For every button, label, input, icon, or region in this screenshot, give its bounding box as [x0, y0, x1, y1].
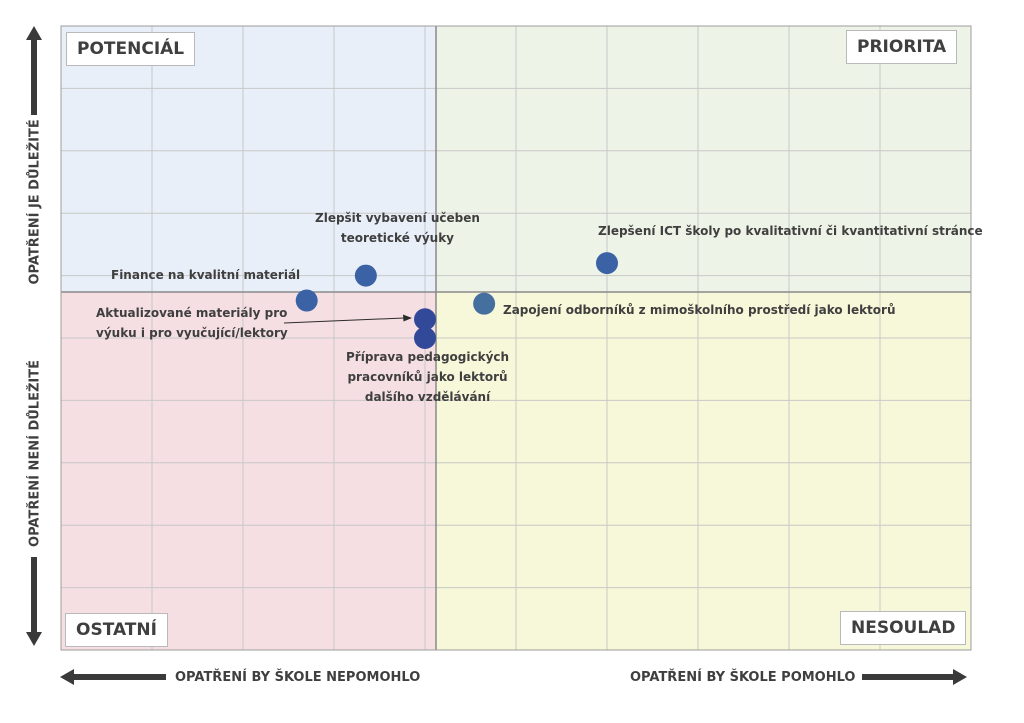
quadrant-label-nesoulad: NESOULAD	[840, 611, 967, 645]
point-label-line: Zlepšení ICT školy po kvalitativní či kv…	[598, 224, 983, 238]
point-label-line: Příprava pedagogických	[346, 350, 510, 364]
point-label-finance: Finance na kvalitní materiál	[111, 265, 300, 285]
x-axis-high-label: OPATŘENÍ BY ŠKOLE POMOHLO	[630, 670, 856, 685]
x-axis-low-label: OPATŘENÍ BY ŠKOLE NEPOMOHLO	[175, 670, 421, 685]
point-label-line: dalšího vzdělávání	[364, 390, 491, 404]
y-axis-low-label: OPATŘENÍ NENÍ DŮLEŽITÉ	[27, 360, 43, 547]
plot-frame	[60, 25, 972, 651]
point-label-line: Aktualizované materiály pro	[96, 306, 288, 320]
point-label-line: Zapojení odborníků z mimoškolního prostř…	[503, 303, 896, 317]
point-label-priprava: Příprava pedagogických pracovníků jako l…	[346, 347, 509, 407]
arrow-down-icon	[26, 557, 42, 646]
point-label-line: výuku i pro vyučující/lektory	[96, 326, 288, 340]
quadrant-ostatni-bg	[61, 292, 436, 650]
point-label-line: Zlepšit vybavení učeben	[315, 211, 480, 225]
point-materialy	[414, 308, 436, 331]
arrow-up-icon	[26, 26, 42, 115]
point-ict	[596, 252, 618, 275]
callout-line	[283, 317, 405, 324]
data-points	[295, 252, 618, 349]
point-label-vybaveni: Zlepšit vybavení učeben teoretické výuky	[315, 208, 480, 248]
grid-lines	[61, 26, 971, 650]
point-odbornici	[473, 292, 496, 315]
quadrant-nesoulad-bg	[436, 292, 971, 650]
point-label-odbornici: Zapojení odborníků z mimoškolního prostř…	[503, 300, 896, 320]
point-label-line: teoretické výuky	[340, 231, 454, 245]
axis-arrows	[26, 26, 967, 685]
callout-arrowhead-icon	[403, 314, 412, 322]
quadrant-label-potencial: POTENCIÁL	[66, 32, 196, 66]
quadrant-priorita-bg	[436, 26, 971, 292]
quadrant-potencial-bg	[61, 26, 436, 292]
y-axis-high-label: OPATŘENÍ JE DŮLEŽITÉ	[27, 119, 43, 285]
point-label-line: pracovníků jako lektorů	[347, 370, 508, 384]
quadrant-label-priorita: PRIORITA	[846, 30, 958, 64]
arrow-right-icon	[862, 669, 967, 685]
point-label-line: Finance na kvalitní materiál	[111, 268, 301, 282]
point-priprava	[414, 327, 436, 349]
point-vybaveni	[354, 264, 377, 287]
point-label-materialy: Aktualizované materiály pro výuku i pro …	[96, 303, 288, 343]
arrow-left-icon	[60, 669, 166, 685]
quadrant-label-ostatni: OSTATNÍ	[65, 613, 168, 647]
point-finance	[295, 289, 318, 312]
point-label-ict: Zlepšení ICT školy po kvalitativní či kv…	[598, 221, 983, 241]
